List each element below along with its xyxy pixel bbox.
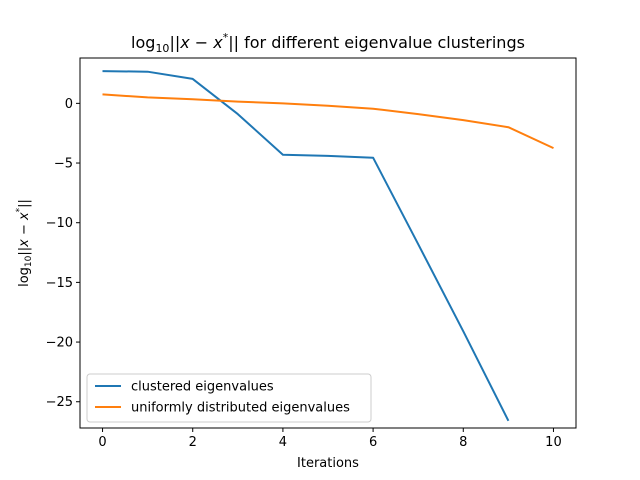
- ylabel-log: log: [17, 267, 32, 287]
- x-tick-label: 8: [459, 435, 467, 450]
- title-expression: ||x − x: [169, 33, 223, 52]
- series-line-uniform: [102, 93, 554, 150]
- x-axis-label: Iterations: [297, 456, 359, 471]
- legend-label-uniform: uniformly distributed eigenvalues: [131, 401, 350, 416]
- y-tick-label: −15: [46, 276, 73, 291]
- legend-label-clustered: clustered eigenvalues: [131, 380, 274, 395]
- x-tick-label: 10: [545, 435, 562, 450]
- title-superscript: *: [223, 31, 229, 44]
- chart-title: log10||x − x*|| for different eigenvalue…: [131, 31, 525, 55]
- y-tick-label: −25: [46, 395, 73, 410]
- plot-area-frame: [79, 57, 577, 429]
- ticks-layer: 0 2 4 6 8 10 0 −5 −10 −15 −20 −25: [46, 97, 562, 450]
- y-tick-label: −20: [46, 336, 73, 351]
- legend: clustered eigenvalues uniformly distribu…: [86, 373, 372, 423]
- ylabel-subscript: 10: [24, 255, 34, 267]
- legend-box: [86, 373, 372, 423]
- y-tick-label: −10: [46, 216, 73, 231]
- ylabel-suffix: ||: [17, 199, 32, 208]
- ylabel-expression: ||x − x: [17, 212, 32, 256]
- x-tick-label: 6: [369, 435, 377, 450]
- series-layer: [102, 70, 554, 422]
- title-suffix: || for different eigenvalue clusterings: [228, 33, 525, 52]
- y-tick-label: 0: [65, 97, 73, 112]
- x-tick-label: 2: [189, 435, 197, 450]
- x-tick-label: 4: [279, 435, 287, 450]
- y-tick-label: −5: [54, 157, 73, 172]
- x-tick-label: 0: [98, 435, 106, 450]
- series-line-clustered: [102, 70, 510, 422]
- title-log: log: [131, 33, 155, 52]
- title-subscript: 10: [155, 42, 169, 55]
- ylabel-superscript: *: [15, 207, 25, 212]
- y-axis-label: log10||x − x*||: [15, 199, 34, 287]
